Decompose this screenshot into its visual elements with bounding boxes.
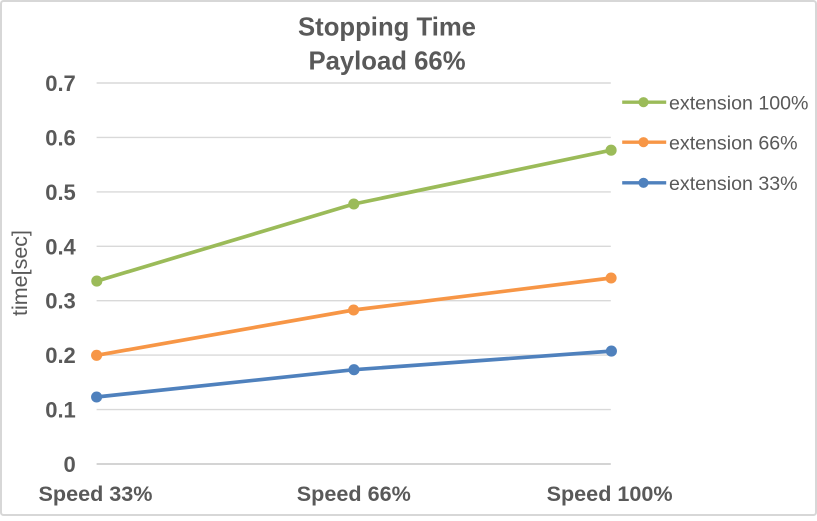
svg-text:0.1: 0.1 (45, 398, 76, 423)
svg-text:extension 66%: extension 66% (669, 132, 798, 154)
svg-text:time[sec]: time[sec] (8, 230, 32, 316)
svg-text:extension 33%: extension 33% (669, 173, 798, 195)
svg-text:Speed 33%: Speed 33% (38, 481, 152, 506)
svg-text:0.6: 0.6 (45, 125, 76, 150)
svg-text:0.5: 0.5 (45, 180, 76, 205)
svg-text:Speed 100%: Speed 100% (547, 481, 673, 506)
svg-text:0: 0 (64, 452, 76, 477)
svg-text:0.2: 0.2 (45, 343, 76, 368)
svg-text:Stopping Time: Stopping Time (298, 14, 476, 42)
svg-text:0.3: 0.3 (45, 289, 76, 314)
svg-text:Payload 66%: Payload 66% (308, 48, 465, 76)
svg-text:Speed 66%: Speed 66% (297, 481, 411, 506)
svg-text:0.7: 0.7 (45, 71, 76, 96)
svg-text:0.4: 0.4 (45, 234, 76, 259)
svg-text:extension 100%: extension 100% (669, 92, 808, 114)
